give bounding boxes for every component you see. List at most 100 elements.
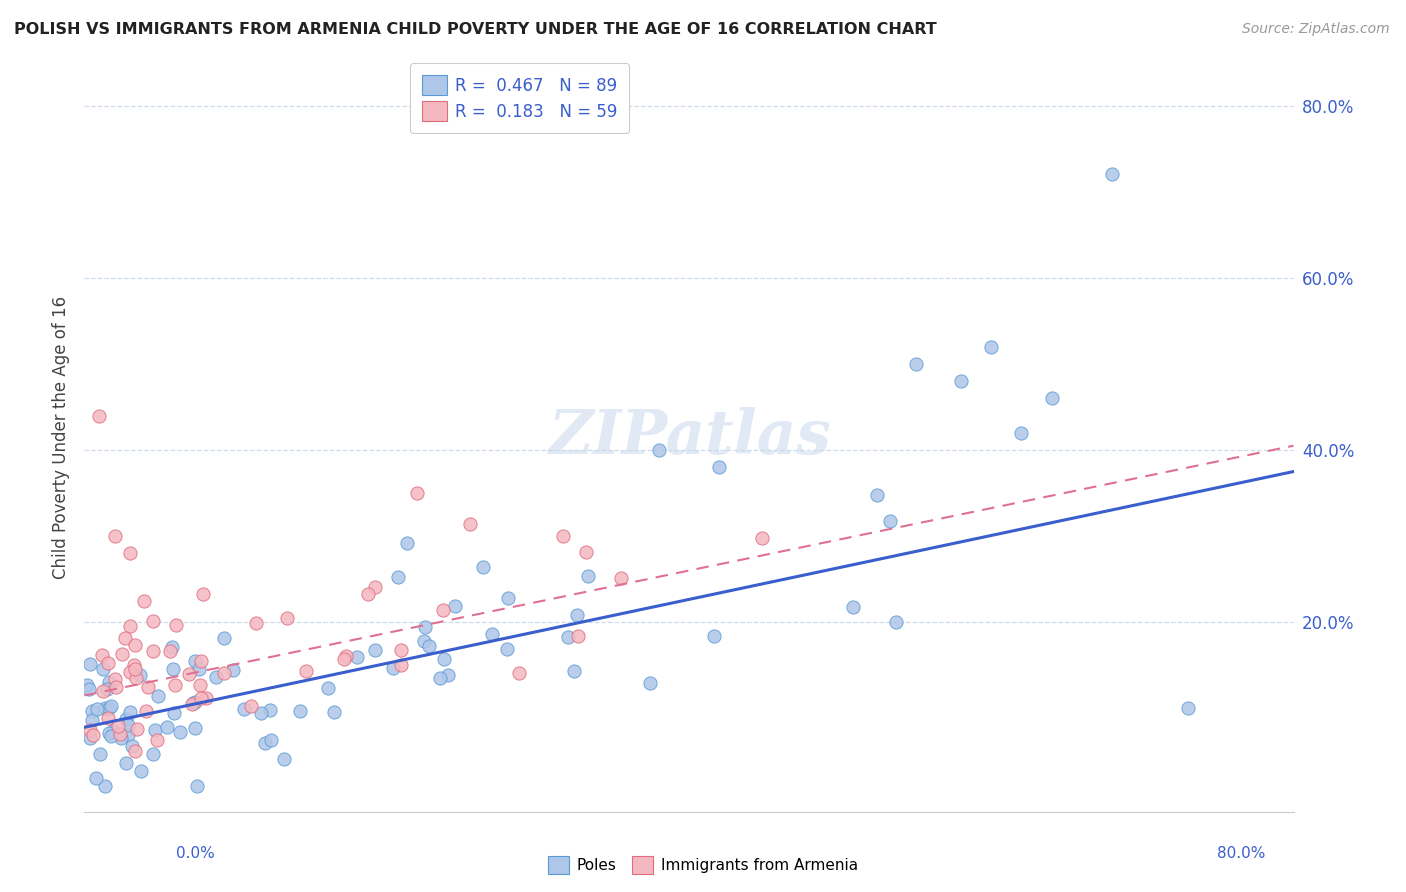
- Point: [567, 629, 589, 643]
- Point: [395, 535, 418, 549]
- Point: [118, 546, 141, 560]
- Point: [323, 705, 346, 719]
- Point: [276, 611, 298, 625]
- Point: [335, 648, 357, 663]
- Point: [471, 559, 494, 574]
- Point: [91, 683, 114, 698]
- Point: [194, 691, 217, 706]
- Point: [118, 705, 141, 719]
- Text: POLISH VS IMMIGRANTS FROM ARMENIA CHILD POVERTY UNDER THE AGE OF 16 CORRELATION : POLISH VS IMMIGRANTS FROM ARMENIA CHILD …: [14, 22, 936, 37]
- Point: [184, 721, 207, 735]
- Point: [576, 568, 599, 582]
- Point: [124, 744, 146, 758]
- Point: [259, 733, 281, 747]
- Point: [163, 678, 186, 692]
- Point: [162, 662, 184, 676]
- Point: [129, 764, 152, 778]
- Point: [104, 681, 127, 695]
- Point: [181, 697, 204, 711]
- Point: [429, 671, 451, 685]
- Point: [610, 571, 633, 585]
- Text: Source: ZipAtlas.com: Source: ZipAtlas.com: [1241, 22, 1389, 37]
- Point: [79, 657, 101, 671]
- Point: [387, 570, 409, 584]
- Point: [124, 638, 146, 652]
- Point: [89, 747, 111, 761]
- Point: [76, 678, 98, 692]
- Point: [110, 731, 132, 746]
- Point: [212, 631, 235, 645]
- Point: [413, 620, 436, 634]
- Point: [562, 664, 585, 678]
- Text: 0.0%: 0.0%: [176, 846, 215, 861]
- Point: [190, 691, 212, 706]
- Point: [122, 658, 145, 673]
- Point: [886, 615, 908, 630]
- Point: [132, 594, 155, 608]
- Point: [128, 667, 150, 681]
- Point: [100, 698, 122, 713]
- Point: [79, 731, 101, 745]
- Point: [1101, 168, 1123, 182]
- Point: [146, 689, 169, 703]
- Point: [142, 643, 165, 657]
- Point: [240, 699, 263, 714]
- Legend: R =  0.467   N = 89, R =  0.183   N = 59: R = 0.467 N = 89, R = 0.183 N = 59: [411, 63, 628, 133]
- Point: [124, 662, 146, 676]
- Y-axis label: Child Poverty Under the Age of 16: Child Poverty Under the Age of 16: [52, 295, 70, 579]
- Point: [418, 639, 440, 653]
- Point: [188, 678, 211, 692]
- Point: [136, 680, 159, 694]
- Point: [94, 779, 117, 793]
- Point: [575, 545, 598, 559]
- Point: [432, 603, 454, 617]
- Point: [389, 643, 412, 657]
- Point: [117, 717, 139, 731]
- Point: [84, 771, 107, 785]
- Point: [1040, 392, 1063, 406]
- Point: [389, 658, 412, 673]
- Point: [104, 673, 127, 687]
- Point: [495, 642, 517, 657]
- Point: [638, 676, 661, 690]
- Point: [980, 340, 1002, 354]
- Point: [169, 725, 191, 739]
- Point: [142, 614, 165, 628]
- Point: [79, 723, 101, 737]
- Point: [104, 529, 127, 543]
- Point: [648, 442, 671, 457]
- Point: [190, 654, 212, 668]
- Point: [115, 712, 138, 726]
- Point: [253, 736, 276, 750]
- Point: [551, 528, 574, 542]
- Point: [80, 705, 103, 719]
- Point: [108, 727, 131, 741]
- Point: [146, 733, 169, 747]
- Point: [135, 705, 157, 719]
- Point: [115, 756, 138, 770]
- Point: [191, 587, 214, 601]
- Point: [96, 681, 118, 696]
- Point: [97, 711, 120, 725]
- Point: [117, 728, 139, 742]
- Point: [703, 629, 725, 643]
- Point: [97, 656, 120, 670]
- Legend: Poles, Immigrants from Armenia: Poles, Immigrants from Armenia: [541, 850, 865, 880]
- Point: [184, 654, 207, 668]
- Point: [567, 608, 589, 623]
- Point: [437, 667, 460, 681]
- Point: [98, 726, 121, 740]
- Point: [156, 720, 179, 734]
- Point: [245, 616, 267, 631]
- Point: [508, 666, 530, 681]
- Point: [356, 587, 378, 601]
- Point: [90, 648, 112, 662]
- Point: [290, 704, 312, 718]
- Point: [557, 631, 579, 645]
- Point: [163, 706, 186, 721]
- Point: [82, 728, 104, 742]
- Point: [232, 702, 254, 716]
- Point: [187, 662, 209, 676]
- Point: [346, 649, 368, 664]
- Point: [249, 706, 271, 721]
